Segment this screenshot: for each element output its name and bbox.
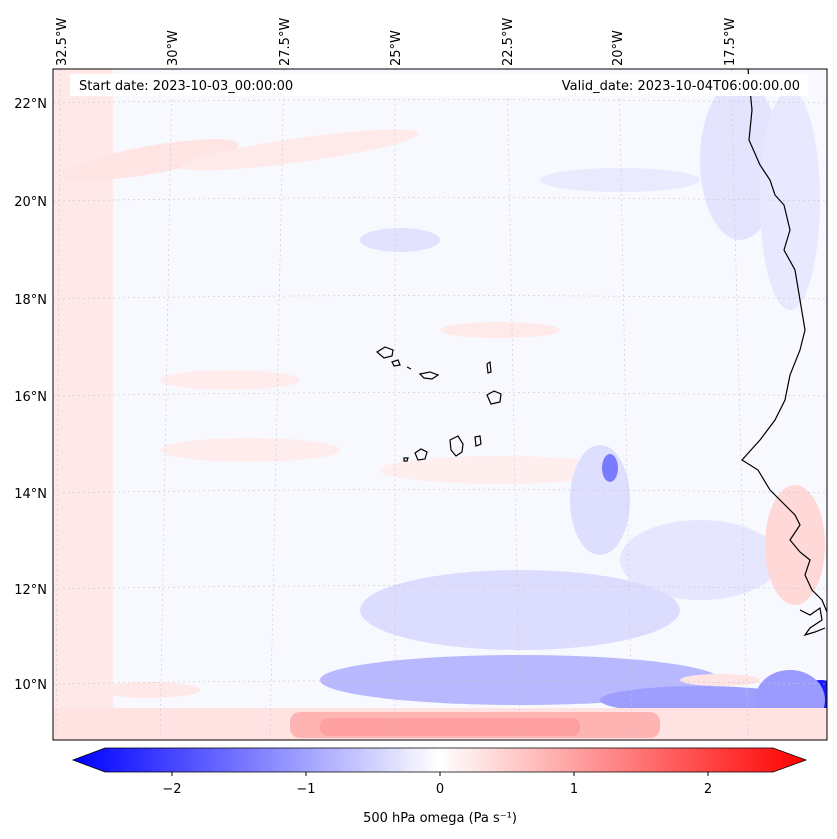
colorbar-gradient xyxy=(71,747,808,773)
latitude-labels: 22°N 20°N 18°N 16°N 14°N 12°N 10°N xyxy=(14,97,47,693)
colorbar-tick-label: 0 xyxy=(436,782,444,797)
guinea-coast-islands xyxy=(799,606,826,637)
lat-label: 18°N xyxy=(14,293,47,308)
lat-label: 16°N xyxy=(14,390,47,405)
santo-antao-island xyxy=(375,346,394,359)
lon-label: 32.5°W xyxy=(55,18,70,66)
valid-date-label: Valid_date: 2023-10-04T06:00:00.00 xyxy=(562,79,800,94)
colorbar-tick-label: 2 xyxy=(704,782,712,797)
lat-label: 12°N xyxy=(14,583,47,598)
start-date-label: Start date: 2023-10-03_00:00:00 xyxy=(79,79,293,94)
lon-label: 17.5°W xyxy=(723,18,738,66)
sal-island xyxy=(486,360,492,374)
map-panel: Start date: 2023-10-03_00:00:00 Valid_da… xyxy=(53,69,827,740)
colorbar-tick-label: −1 xyxy=(296,782,315,797)
maio-island xyxy=(474,435,482,447)
colorbar: −2 −1 0 1 2 500 hPa omega (Pa s⁻¹) xyxy=(71,747,808,826)
longitude-labels: 32.5°W 30°W 27.5°W 25°W 22.5°W 20°W 17.5… xyxy=(55,18,738,66)
lat-label: 20°N xyxy=(14,195,47,210)
coastline xyxy=(741,69,827,637)
lat-label: 10°N xyxy=(14,678,47,693)
map-frame xyxy=(52,68,828,741)
santiago-island xyxy=(449,435,464,457)
lat-label: 14°N xyxy=(14,487,47,502)
lon-label: 25°W xyxy=(389,30,404,66)
lon-label: 30°W xyxy=(166,30,181,66)
date-label-box xyxy=(70,74,808,96)
colorbar-ticks xyxy=(171,772,709,776)
lat-label: 22°N xyxy=(14,97,47,112)
lon-label: 27.5°W xyxy=(278,18,293,66)
colorbar-label: 500 hPa omega (Pa s⁻¹) xyxy=(363,811,517,826)
brava-island xyxy=(403,457,409,462)
sao-nicolau-island xyxy=(418,371,440,380)
omega-field xyxy=(53,69,827,740)
fogo-island xyxy=(414,448,428,461)
lon-label: 22.5°W xyxy=(501,18,516,66)
cape-verde-islands xyxy=(375,346,502,462)
sao-vicente-island xyxy=(391,359,401,367)
colorbar-tick-label: −2 xyxy=(162,782,181,797)
boa-vista-island xyxy=(486,390,502,405)
santa-luzia-island xyxy=(406,366,412,370)
lon-label: 20°W xyxy=(611,30,626,66)
graticule xyxy=(53,69,827,740)
africa-coastline xyxy=(741,69,827,613)
colorbar-tick-label: 1 xyxy=(570,782,578,797)
